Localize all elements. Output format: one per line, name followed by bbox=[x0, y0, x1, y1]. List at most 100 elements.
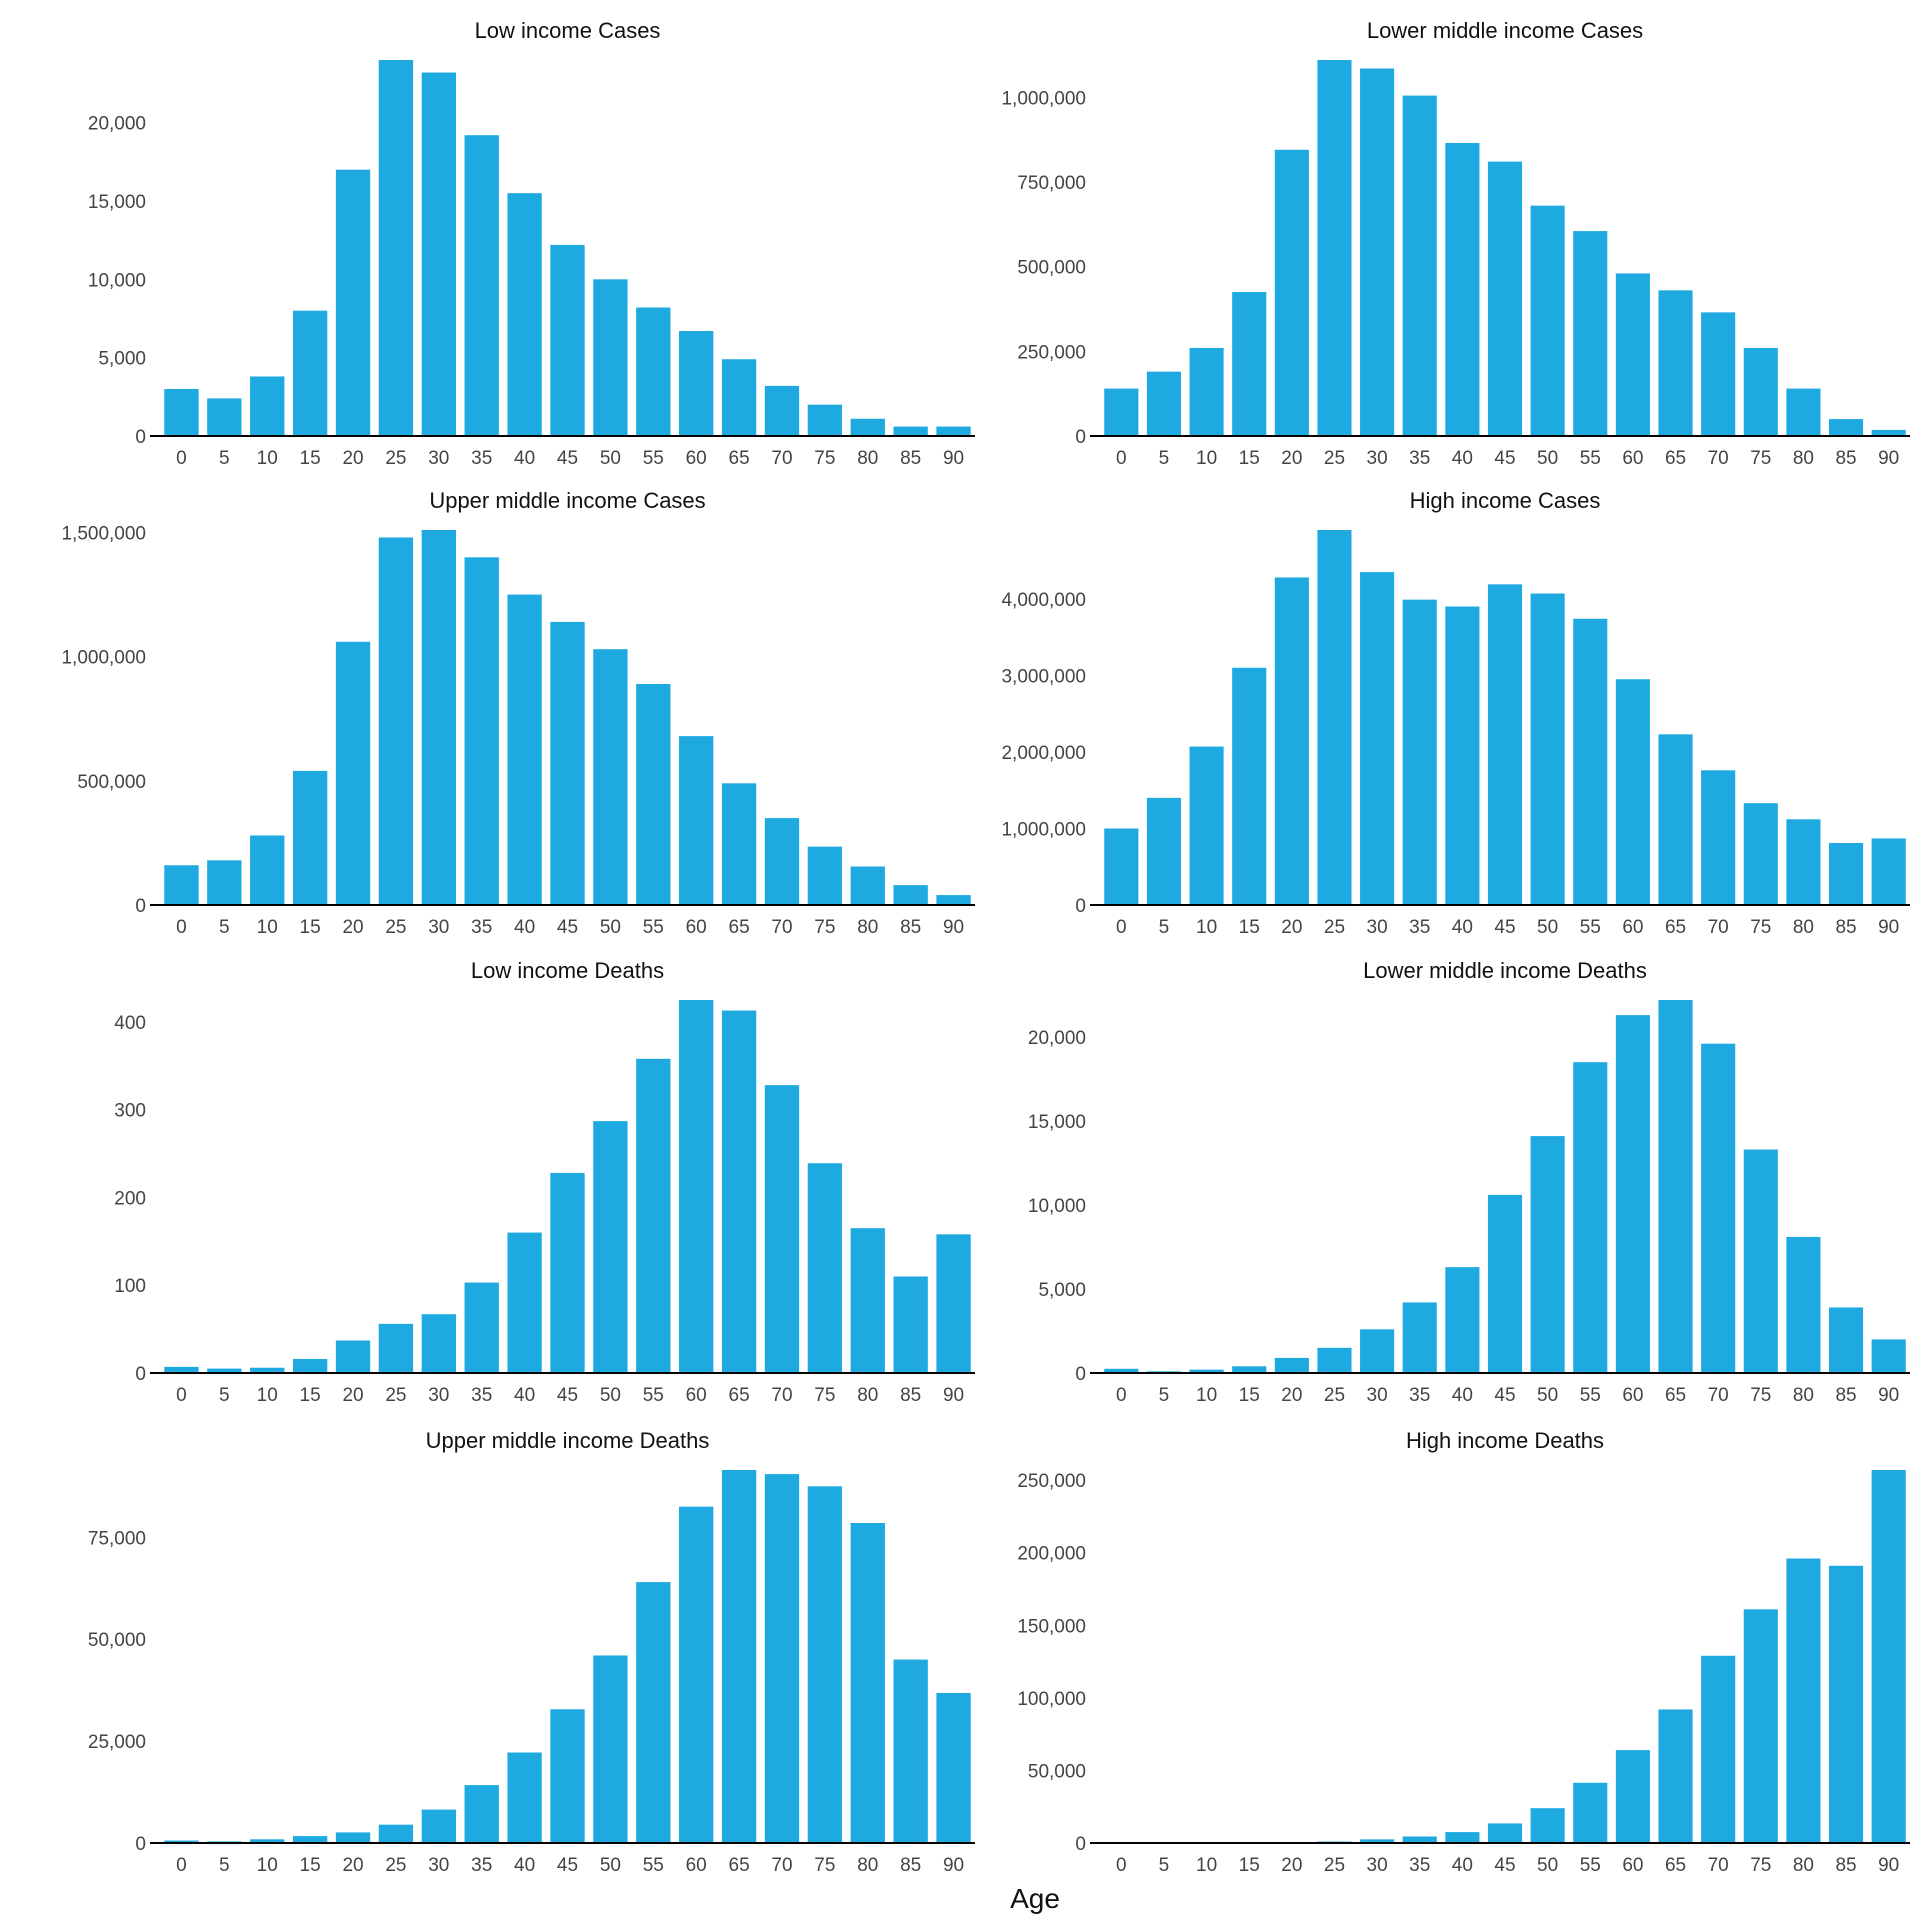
x-tick-label: 45 bbox=[557, 1385, 578, 1406]
x-tick-label: 0 bbox=[1116, 917, 1127, 938]
bar bbox=[464, 135, 499, 436]
bar bbox=[1743, 803, 1778, 905]
bar bbox=[1317, 1347, 1352, 1373]
x-tick-label: 45 bbox=[1494, 917, 1515, 938]
y-tick-label: 500,000 bbox=[77, 772, 146, 793]
bar bbox=[679, 1000, 714, 1373]
bar bbox=[1445, 1832, 1480, 1843]
x-tick-label: 30 bbox=[428, 1385, 449, 1406]
bar bbox=[292, 310, 328, 436]
bar bbox=[593, 649, 628, 905]
bar bbox=[1274, 577, 1309, 905]
bar bbox=[893, 1659, 928, 1843]
x-tick-label: 10 bbox=[257, 448, 278, 469]
x-tick-label: 75 bbox=[1750, 1385, 1771, 1406]
bar bbox=[1530, 205, 1565, 436]
x-tick-label: 85 bbox=[1835, 917, 1856, 938]
bar bbox=[893, 426, 928, 436]
y-tick-label: 50,000 bbox=[1028, 1761, 1086, 1782]
x-tick-label: 15 bbox=[1239, 1855, 1260, 1876]
x-tick-label: 85 bbox=[900, 448, 921, 469]
y-tick-label: 5,000 bbox=[1038, 1280, 1086, 1301]
bar bbox=[507, 594, 542, 905]
y-tick-label: 4,000,000 bbox=[1001, 590, 1086, 611]
x-tick-label: 60 bbox=[686, 917, 707, 938]
x-tick-label: 0 bbox=[176, 448, 187, 469]
panel-5: Lower middle income Deaths 0 5 10 15 20 25 30 35… bbox=[1028, 958, 1910, 1406]
bar bbox=[1829, 1307, 1864, 1373]
x-tick-label: 55 bbox=[643, 917, 664, 938]
bar bbox=[1232, 667, 1267, 905]
bar bbox=[378, 1824, 414, 1843]
bar bbox=[636, 1582, 671, 1843]
x-tick-label: 60 bbox=[686, 1855, 707, 1876]
y-tick-label: 15,000 bbox=[88, 192, 146, 213]
y-tick-label: 20,000 bbox=[1028, 1028, 1086, 1049]
x-tick-label: 80 bbox=[857, 1855, 878, 1876]
x-tick-label: 70 bbox=[771, 1855, 792, 1876]
bar bbox=[807, 846, 843, 905]
x-tick-label: 20 bbox=[342, 1385, 363, 1406]
y-tick-label: 100,000 bbox=[1017, 1689, 1086, 1710]
bar bbox=[1615, 1750, 1650, 1843]
y-tick-label: 10,000 bbox=[1028, 1196, 1086, 1217]
y-tick-label: 1,500,000 bbox=[61, 523, 146, 544]
y-tick-label: 50,000 bbox=[88, 1630, 146, 1651]
x-tick-label: 10 bbox=[257, 1855, 278, 1876]
y-tick-label: 200 bbox=[114, 1188, 146, 1209]
panel-title: High income Cases bbox=[1410, 488, 1601, 513]
x-tick-label: 30 bbox=[428, 448, 449, 469]
bar bbox=[1274, 1357, 1309, 1373]
x-tick-label: 90 bbox=[943, 1855, 964, 1876]
bar bbox=[464, 1282, 499, 1373]
bar bbox=[464, 1785, 499, 1843]
bar bbox=[1658, 1709, 1693, 1843]
y-tick-label: 20,000 bbox=[88, 114, 146, 135]
bar bbox=[764, 1474, 800, 1843]
x-tick-label: 30 bbox=[428, 1855, 449, 1876]
bar bbox=[1360, 1329, 1395, 1373]
y-tick-label: 5,000 bbox=[98, 349, 146, 370]
bar bbox=[421, 1314, 456, 1373]
bar bbox=[250, 835, 285, 905]
bar bbox=[1360, 68, 1395, 436]
y-tick-label: 0 bbox=[1075, 896, 1086, 917]
bar bbox=[1573, 618, 1608, 905]
bar bbox=[164, 865, 199, 905]
x-tick-label: 50 bbox=[600, 917, 621, 938]
x-tick-label: 55 bbox=[1580, 917, 1601, 938]
bar bbox=[1317, 530, 1352, 905]
bar bbox=[550, 1172, 585, 1373]
x-tick-label: 10 bbox=[1196, 917, 1217, 938]
x-axis-label: Age bbox=[1010, 1883, 1060, 1914]
x-tick-label: 35 bbox=[1409, 448, 1430, 469]
bar bbox=[807, 1163, 843, 1373]
x-tick-label: 25 bbox=[1324, 1385, 1345, 1406]
x-tick-label: 20 bbox=[342, 1855, 363, 1876]
x-tick-label: 30 bbox=[1367, 1855, 1388, 1876]
x-tick-label: 0 bbox=[176, 1855, 187, 1876]
x-tick-label: 45 bbox=[1494, 1855, 1515, 1876]
x-tick-label: 15 bbox=[300, 1385, 321, 1406]
bar bbox=[1829, 1565, 1864, 1843]
bar bbox=[1104, 388, 1139, 436]
bar bbox=[1402, 1836, 1437, 1843]
x-tick-label: 5 bbox=[219, 448, 230, 469]
panel-6: Upper middle income Deaths 0 5 10 15 20 25 30 35… bbox=[88, 1428, 975, 1876]
x-tick-label: 15 bbox=[300, 448, 321, 469]
y-tick-label: 75,000 bbox=[88, 1528, 146, 1549]
panel-title: Lower middle income Cases bbox=[1367, 18, 1643, 43]
bar bbox=[1402, 1302, 1437, 1373]
y-tick-label: 0 bbox=[135, 1364, 146, 1385]
x-tick-label: 70 bbox=[1708, 1385, 1729, 1406]
x-tick-label: 90 bbox=[943, 448, 964, 469]
bar bbox=[1615, 1015, 1650, 1373]
x-tick-label: 5 bbox=[1159, 448, 1170, 469]
x-tick-label: 80 bbox=[1793, 448, 1814, 469]
x-tick-label: 20 bbox=[342, 917, 363, 938]
bar bbox=[1573, 1782, 1608, 1843]
y-tick-label: 300 bbox=[114, 1101, 146, 1122]
bar bbox=[1445, 606, 1480, 905]
bar bbox=[1743, 1609, 1778, 1843]
bar bbox=[1743, 347, 1778, 436]
